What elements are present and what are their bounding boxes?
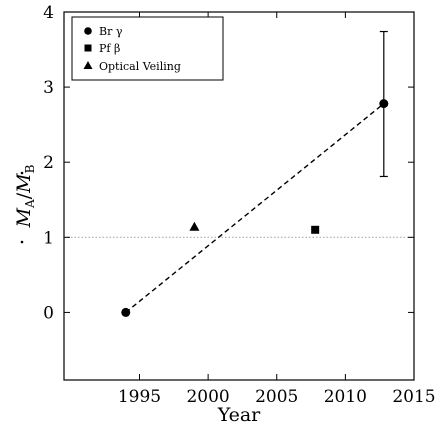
legend: Br γ Pf β Optical Veiling: [71, 16, 224, 81]
legend-marker-square: [84, 44, 92, 52]
axis-ticks: 1995 2000 2005 2010 2015 0 1 2 3 4: [43, 3, 435, 407]
data-points: [121, 30, 389, 317]
data-point-triangle: [189, 221, 200, 231]
data-point-square: [311, 225, 320, 234]
y-axis-title-sub-a: A: [23, 199, 37, 209]
x-tick-label: 2005: [255, 387, 298, 407]
x-axis-title: Year: [217, 404, 261, 426]
legend-label-series-2: Pf β: [99, 42, 120, 55]
legend-label-series-1: Br γ: [99, 25, 123, 38]
x-tick-label: 1995: [118, 387, 161, 407]
y-axis-title-slash: /: [13, 192, 35, 199]
y-axis-title-m2: M: [13, 173, 35, 194]
y-tick-label: 2: [43, 153, 54, 173]
legend-label-series-3: Optical Veiling: [99, 60, 181, 73]
y-tick-label: 4: [43, 3, 54, 23]
data-point-circle: [121, 307, 131, 317]
fit-line: [125, 103, 385, 313]
y-tick-label: 3: [43, 78, 54, 98]
legend-marker-circle: [84, 27, 92, 35]
y-axis-title-dot-1: [20, 240, 24, 244]
legend-marker-triangle: [83, 61, 93, 69]
x-tick-label: 2010: [324, 387, 367, 407]
svg-text:MA/MB: MA/MB: [13, 164, 37, 228]
plot-frame: [63, 11, 415, 381]
y-axis-title: MA/MB: [13, 164, 37, 228]
x-tick-label: 2015: [392, 387, 435, 407]
data-point-circle: [379, 99, 389, 109]
x-tick-label: 2000: [186, 387, 229, 407]
legend-box: [71, 16, 224, 81]
y-tick-label: 0: [43, 303, 54, 323]
y-tick-label: 1: [43, 228, 54, 248]
y-axis-title-m1: M: [13, 207, 35, 228]
y-axis-title-dot-2: [20, 171, 24, 175]
y-axis-title-sub-b: B: [23, 164, 37, 173]
